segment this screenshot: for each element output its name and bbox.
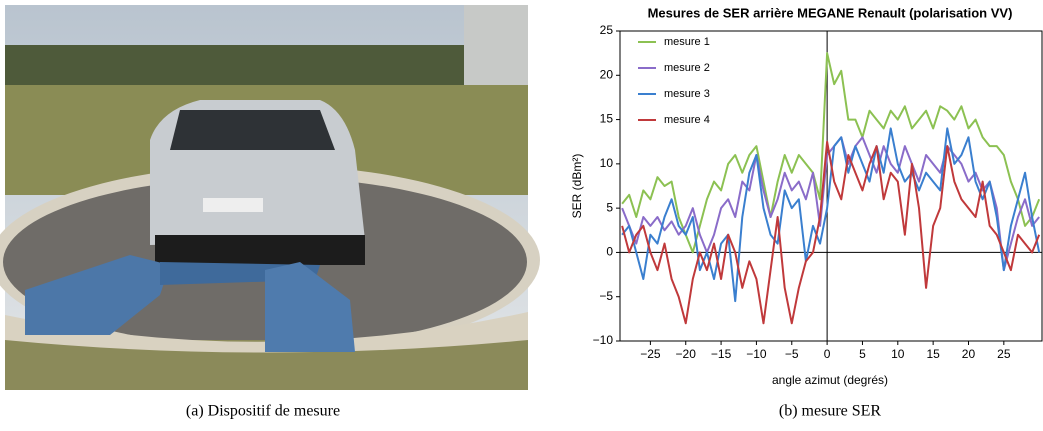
x-tick-label: 10 [891, 347, 905, 361]
series-line [621, 52, 1041, 254]
x-tick-label: −10 [746, 347, 767, 361]
x-tick-label: 0 [824, 347, 831, 361]
caption: (b) mesure SER [779, 403, 882, 420]
y-axis-label: SER (dBm²) [570, 154, 584, 219]
x-tick-label: −15 [711, 347, 732, 361]
chart-title: Mesures de SER arrière MEGANE Renault (p… [648, 5, 1013, 20]
x-axis-label: angle azimut (degrés) [772, 373, 888, 387]
y-tick-label: −5 [599, 289, 613, 303]
x-tick-label: 25 [997, 347, 1011, 361]
x-tick-label: 15 [926, 347, 940, 361]
x-tick-label: 20 [962, 347, 976, 361]
series-line [621, 140, 1041, 325]
legend-label: mesure 4 [664, 114, 710, 126]
x-tick-label: 5 [859, 347, 866, 361]
y-tick-label: 10 [600, 156, 614, 170]
x-tick-label: −5 [785, 347, 799, 361]
y-tick-label: −10 [593, 333, 614, 347]
photo [0, 5, 540, 390]
legend-label: mesure 2 [664, 62, 710, 74]
y-tick-label: 0 [606, 245, 613, 259]
caption: (a) Dispositif de mesure [186, 403, 340, 420]
y-tick-label: 5 [606, 200, 613, 214]
y-tick-label: 20 [600, 67, 614, 81]
x-tick-label: −20 [676, 347, 697, 361]
series-line [621, 136, 1040, 272]
x-tick-label: −25 [640, 347, 661, 361]
legend-label: mesure 1 [664, 36, 710, 48]
legend-label: mesure 3 [664, 88, 710, 100]
series-line [621, 127, 1041, 303]
plot-frame [619, 30, 1043, 342]
y-tick-label: 25 [600, 23, 614, 37]
y-tick-label: 15 [600, 112, 614, 126]
